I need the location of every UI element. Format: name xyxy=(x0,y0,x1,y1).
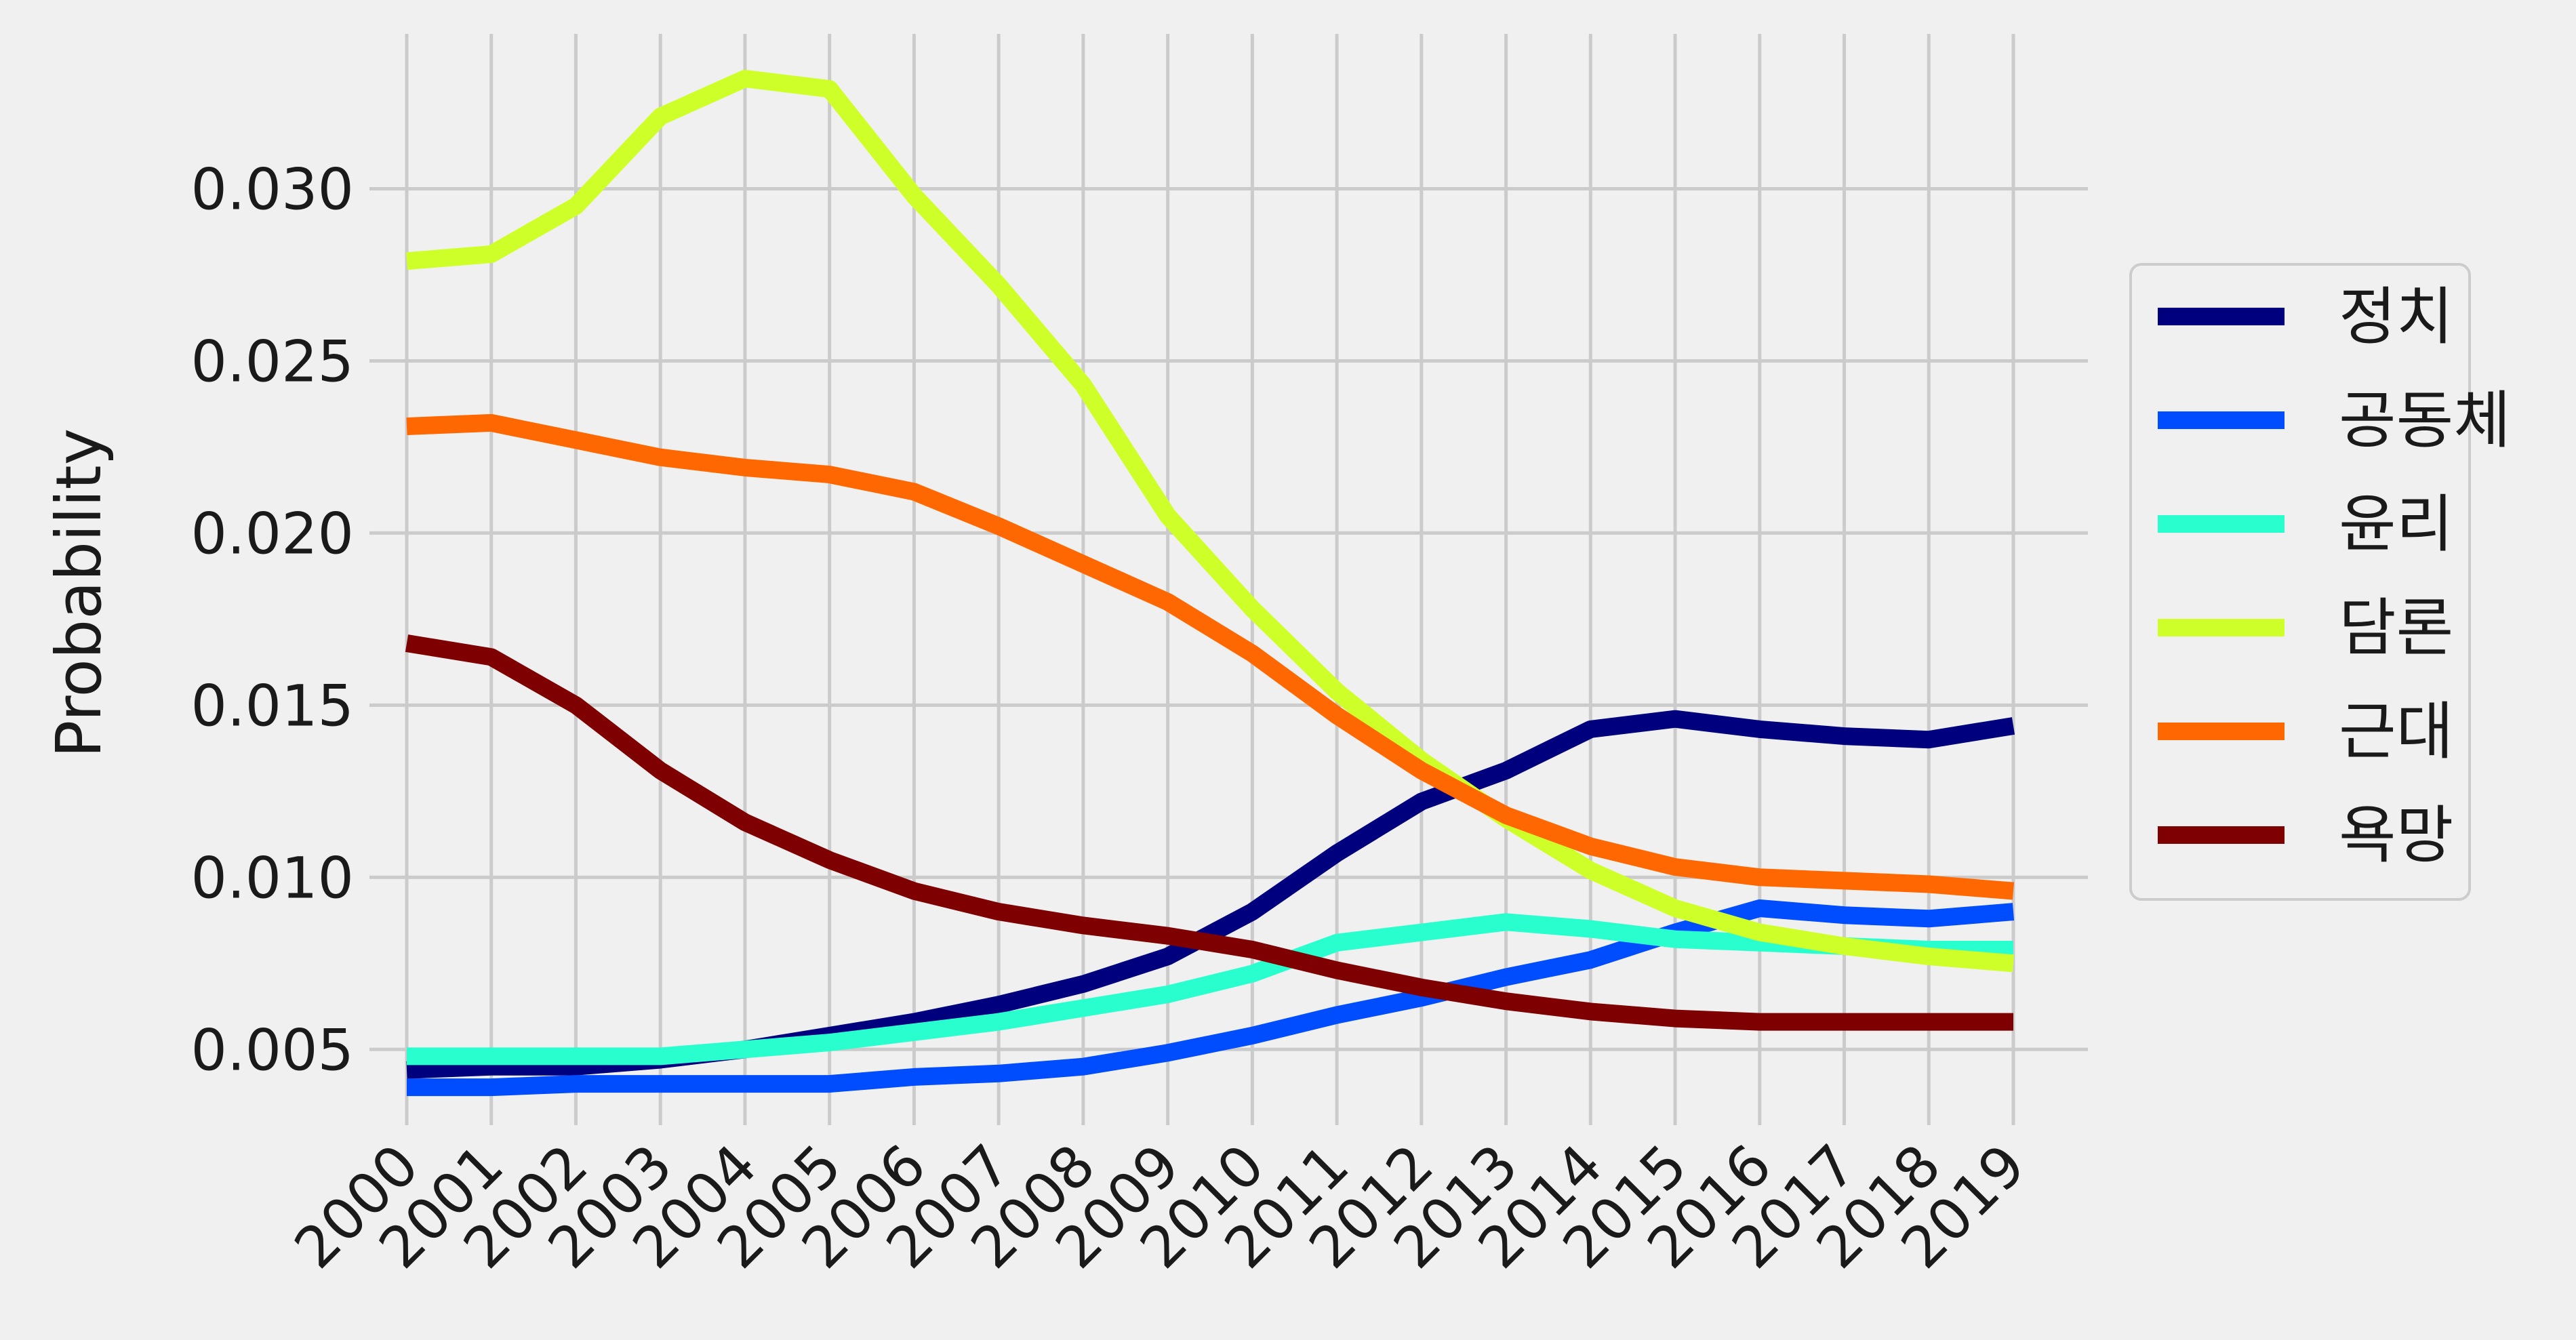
legend-label: 욕망 xyxy=(2339,799,2453,872)
series-line-5 xyxy=(405,634,2013,1031)
legend-label: 근대 xyxy=(2339,695,2453,768)
series-line-1 xyxy=(407,899,2015,1097)
y-tick-label: 0.020 xyxy=(191,500,354,567)
series-lines xyxy=(405,70,2015,1097)
legend-label: 담론 xyxy=(2339,592,2453,664)
series-line-3 xyxy=(405,70,2015,973)
legend-label: 정치 xyxy=(2339,281,2453,353)
legend-label: 공동체 xyxy=(2339,384,2511,457)
y-axis-label: Probability xyxy=(43,428,115,758)
series-line-2 xyxy=(407,913,2013,1065)
y-tick-label: 0.025 xyxy=(191,328,354,394)
y-tick-label: 0.005 xyxy=(191,1017,354,1083)
legend-label: 윤리 xyxy=(2339,488,2453,561)
series-line-4 xyxy=(406,413,2015,900)
y-axis-ticks: 0.005 0.010 0.015 0.020 0.025 0.030 xyxy=(191,157,354,1084)
y-tick-label: 0.030 xyxy=(191,157,354,223)
y-tick-label: 0.015 xyxy=(191,672,354,739)
y-tick-label: 0.010 xyxy=(191,845,354,911)
